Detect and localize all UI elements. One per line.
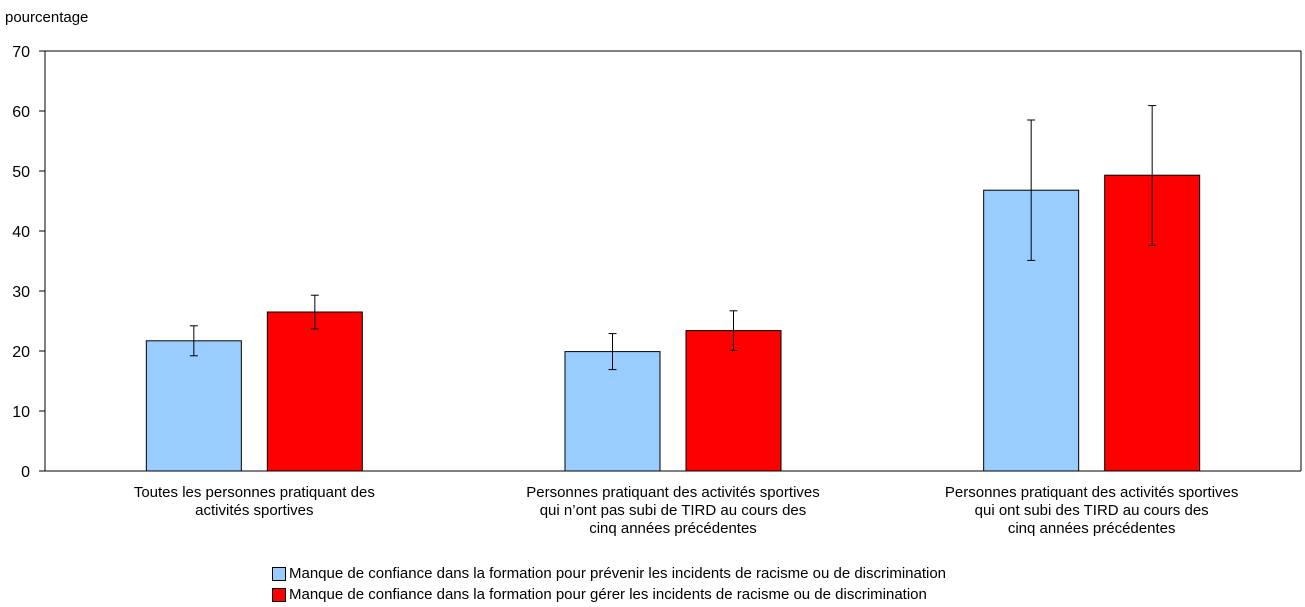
y-tick-label: 40 xyxy=(12,224,30,241)
x-tick-label-1: Toutes les personnes pratiquant des activ… xyxy=(134,484,375,519)
legend-swatch-2 xyxy=(272,587,286,602)
y-tick-label: 0 xyxy=(21,464,30,481)
legend-label-2: Manque de confiance dans la formation po… xyxy=(289,586,927,603)
bar-s1-c2 xyxy=(564,351,661,472)
y-tick-label: 20 xyxy=(12,344,30,361)
y-tick-label: 30 xyxy=(12,284,30,301)
legend-item-2: Manque de confiance dans la formation po… xyxy=(272,584,946,605)
bar-s2-c2 xyxy=(685,330,782,472)
legend-label-1: Manque de confiance dans la formation po… xyxy=(289,565,947,582)
x-tick-label-3: Personnes pratiquant des activités sport… xyxy=(945,484,1239,537)
legend-item-1: Manque de confiance dans la formation po… xyxy=(272,563,946,584)
bar-s2-c1 xyxy=(266,311,363,472)
legend: Manque de confiance dans la formation po… xyxy=(272,563,946,605)
y-axis-title: pourcentage xyxy=(5,9,88,26)
y-tick-label: 50 xyxy=(12,164,30,181)
y-tick-label: 60 xyxy=(12,104,30,121)
y-tick-label: 70 xyxy=(12,44,30,61)
legend-swatch-1 xyxy=(272,566,286,581)
y-tick-label: 10 xyxy=(12,404,30,421)
x-tick-label-2: Personnes pratiquant des activités sport… xyxy=(526,484,820,537)
bar-s1-c1 xyxy=(145,340,242,472)
